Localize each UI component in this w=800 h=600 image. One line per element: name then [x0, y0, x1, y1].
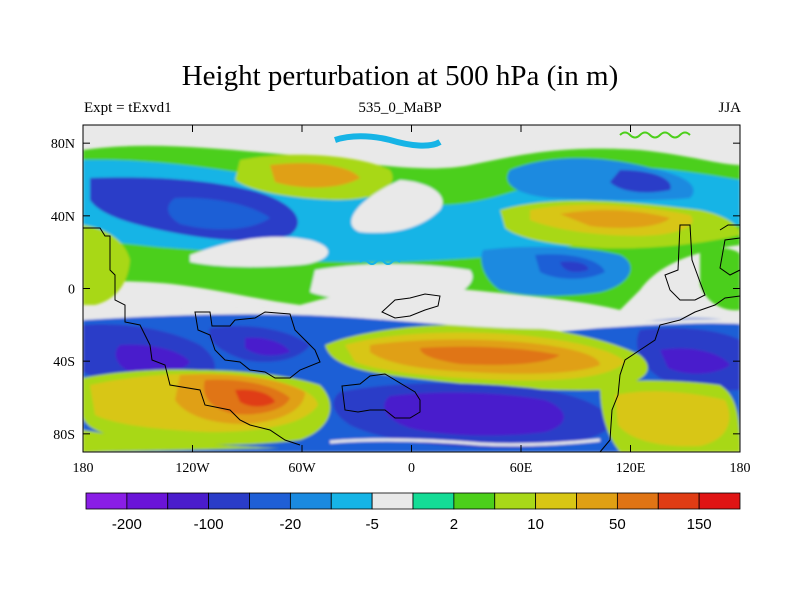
continent-outlines	[83, 224, 741, 453]
x-tick-label: 120W	[175, 461, 210, 476]
colorbar-swatch	[453, 492, 496, 510]
colorbar-swatch	[412, 492, 455, 510]
colorbar-swatch	[289, 492, 332, 510]
colorbar-swatch	[167, 492, 210, 510]
colorbar-swatch	[330, 492, 373, 510]
colorbar-swatch	[249, 492, 291, 510]
y-tick-label: 40N	[51, 210, 75, 225]
colorbar-swatch	[535, 492, 577, 510]
colorbar-swatch	[371, 492, 414, 510]
x-tick-label: 60E	[510, 461, 533, 476]
colorbar-swatch	[616, 492, 659, 510]
colorbar-swatch	[657, 492, 700, 510]
colorbar-label: -20	[280, 516, 302, 533]
colorbar-label: 150	[687, 516, 712, 533]
y-tick-label: 80S	[53, 428, 75, 443]
colorbar-label: -100	[194, 516, 224, 533]
colorbar-label: 10	[527, 516, 544, 533]
chart-title: Height perturbation at 500 hPa (in m)	[181, 60, 619, 92]
y-tick-label: 0	[68, 283, 75, 298]
colorbar-swatch	[494, 492, 537, 510]
colorbar: -200 -100 -20 -5 2 10 50 150	[85, 492, 741, 533]
colorbar-swatch	[208, 492, 250, 510]
colorbar-swatch	[126, 492, 169, 510]
x-tick-label: 120E	[616, 461, 646, 476]
colorbar-label: 50	[609, 516, 626, 533]
x-tick-label: 0	[408, 461, 415, 476]
x-tick-label: 60W	[288, 461, 316, 476]
experiment-label: Expt = tExvd1	[84, 100, 172, 116]
x-tick-label: 180	[73, 461, 94, 476]
colorbar-swatch	[576, 492, 618, 510]
colorbar-swatch	[85, 492, 128, 510]
colorbar-label: 2	[450, 516, 458, 533]
x-tick-label: 180	[730, 461, 751, 476]
colorbar-label: -200	[112, 516, 142, 533]
colorbar-label: -5	[365, 516, 378, 533]
y-tick-label: 80N	[51, 137, 75, 152]
contour-field	[83, 125, 740, 452]
axes: 180 120W 60W 0 60E 120E 180 80N 40N 0 40S 80S	[51, 125, 751, 476]
y-tick-label: 40S	[53, 355, 75, 370]
period-label: 535_0_MaBP	[358, 100, 442, 116]
season-label: JJA	[718, 100, 741, 116]
colorbar-swatch	[698, 492, 741, 510]
